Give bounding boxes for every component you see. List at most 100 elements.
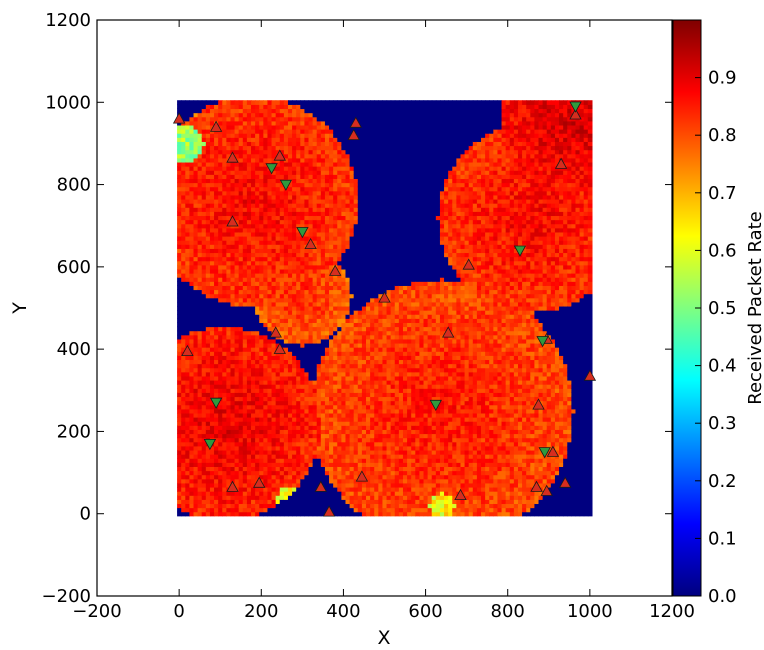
heatmap-cell: [209, 454, 215, 459]
heatmap-cell: [279, 392, 285, 398]
heatmap-cell: [283, 153, 289, 159]
heatmap-cell: [353, 289, 359, 295]
heatmap-cell: [312, 458, 318, 463]
heatmap-cell: [308, 380, 314, 385]
heatmap-cell: [341, 297, 347, 303]
heatmap-cell: [189, 137, 195, 142]
heatmap-cell: [370, 462, 375, 467]
heatmap-cell: [222, 482, 227, 488]
heatmap-cell: [230, 178, 236, 184]
heatmap-cell: [259, 338, 264, 344]
heatmap-cell: [275, 384, 281, 389]
heatmap-cell: [316, 384, 322, 389]
heatmap-cell: [263, 112, 269, 118]
heatmap-cell: [230, 207, 236, 212]
heatmap-cell: [255, 108, 260, 114]
heatmap-cell: [197, 375, 203, 381]
heatmap-cell: [329, 458, 334, 463]
heatmap-cell: [279, 499, 285, 505]
heatmap-cell: [267, 384, 273, 389]
heatmap-cell: [308, 260, 314, 266]
heatmap-cell: [177, 314, 182, 319]
heatmap-cell: [189, 338, 195, 344]
heatmap-cell: [201, 367, 207, 373]
heatmap-cell: [324, 408, 330, 414]
heatmap-cell: [283, 384, 289, 389]
heatmap-cell: [345, 363, 351, 369]
heatmap-cell: [275, 478, 281, 484]
heatmap-cell: [300, 170, 306, 175]
heatmap-cell: [218, 507, 223, 513]
heatmap-cell: [193, 211, 199, 217]
heatmap-cell: [357, 145, 363, 151]
heatmap-cell: [218, 392, 223, 398]
heatmap-cell: [337, 153, 342, 159]
heatmap-cell: [263, 310, 269, 315]
heatmap-cell: [222, 359, 227, 365]
heatmap-cell: [349, 404, 355, 410]
heatmap-cell: [333, 359, 338, 365]
heatmap-cell: [193, 207, 199, 212]
heatmap-cell: [320, 511, 326, 517]
heatmap-cell: [349, 412, 355, 418]
heatmap-cell: [255, 297, 260, 303]
heatmap-cell: [246, 215, 252, 221]
heatmap-cell: [230, 104, 236, 110]
heatmap-cell: [287, 124, 293, 130]
heatmap-cell: [177, 412, 182, 418]
heatmap-cell: [263, 178, 269, 184]
heatmap-cell: [324, 198, 330, 204]
heatmap-cell: [205, 396, 211, 402]
heatmap-cell: [201, 252, 207, 258]
heatmap-cell: [193, 507, 199, 513]
heatmap-cell: [366, 474, 371, 480]
heatmap-cell: [337, 264, 342, 270]
heatmap-cell: [251, 359, 256, 365]
heatmap-cell: [337, 425, 342, 430]
heatmap-cell: [181, 507, 186, 513]
heatmap-cell: [189, 503, 195, 509]
heatmap-cell: [316, 161, 322, 167]
heatmap-cell: [246, 429, 252, 435]
heatmap-cell: [181, 470, 186, 476]
heatmap-cell: [300, 301, 306, 307]
heatmap-cell: [242, 273, 248, 278]
heatmap-cell: [324, 252, 330, 258]
heatmap-cell: [296, 285, 301, 291]
heatmap-cell: [341, 277, 347, 282]
heatmap-cell: [292, 425, 297, 430]
heatmap-cell: [353, 396, 359, 402]
heatmap-cell: [267, 227, 273, 233]
heatmap-cell: [226, 412, 232, 418]
heatmap-cell: [205, 174, 211, 179]
heatmap-cell: [259, 178, 264, 184]
heatmap-cell: [242, 145, 248, 151]
heatmap-cell: [214, 318, 219, 323]
heatmap-cell: [374, 116, 379, 122]
heatmap-cell: [234, 240, 240, 245]
heatmap-cell: [222, 108, 227, 114]
heatmap-cell: [226, 408, 232, 414]
heatmap-cell: [193, 293, 199, 299]
heatmap-cell: [238, 454, 244, 459]
heatmap-cell: [197, 129, 203, 134]
heatmap-cell: [251, 174, 256, 179]
heatmap-cell: [214, 458, 219, 463]
heatmap-cell: [242, 166, 248, 171]
heatmap-cell: [357, 215, 363, 221]
heatmap-cell: [357, 277, 363, 282]
heatmap-cell: [189, 363, 195, 369]
heatmap-cell: [263, 223, 269, 229]
heatmap-cell: [185, 236, 191, 241]
heatmap-cell: [255, 244, 260, 249]
heatmap-cell: [316, 260, 322, 266]
heatmap-cell: [185, 198, 191, 204]
heatmap-cell: [242, 404, 248, 410]
heatmap-cell: [292, 219, 297, 225]
heatmap-cell: [378, 384, 384, 389]
heatmap-cell: [349, 268, 355, 274]
heatmap-cell: [341, 145, 347, 151]
heatmap-cell: [185, 462, 191, 467]
heatmap-cell: [374, 322, 379, 328]
heatmap-cell: [337, 474, 342, 480]
